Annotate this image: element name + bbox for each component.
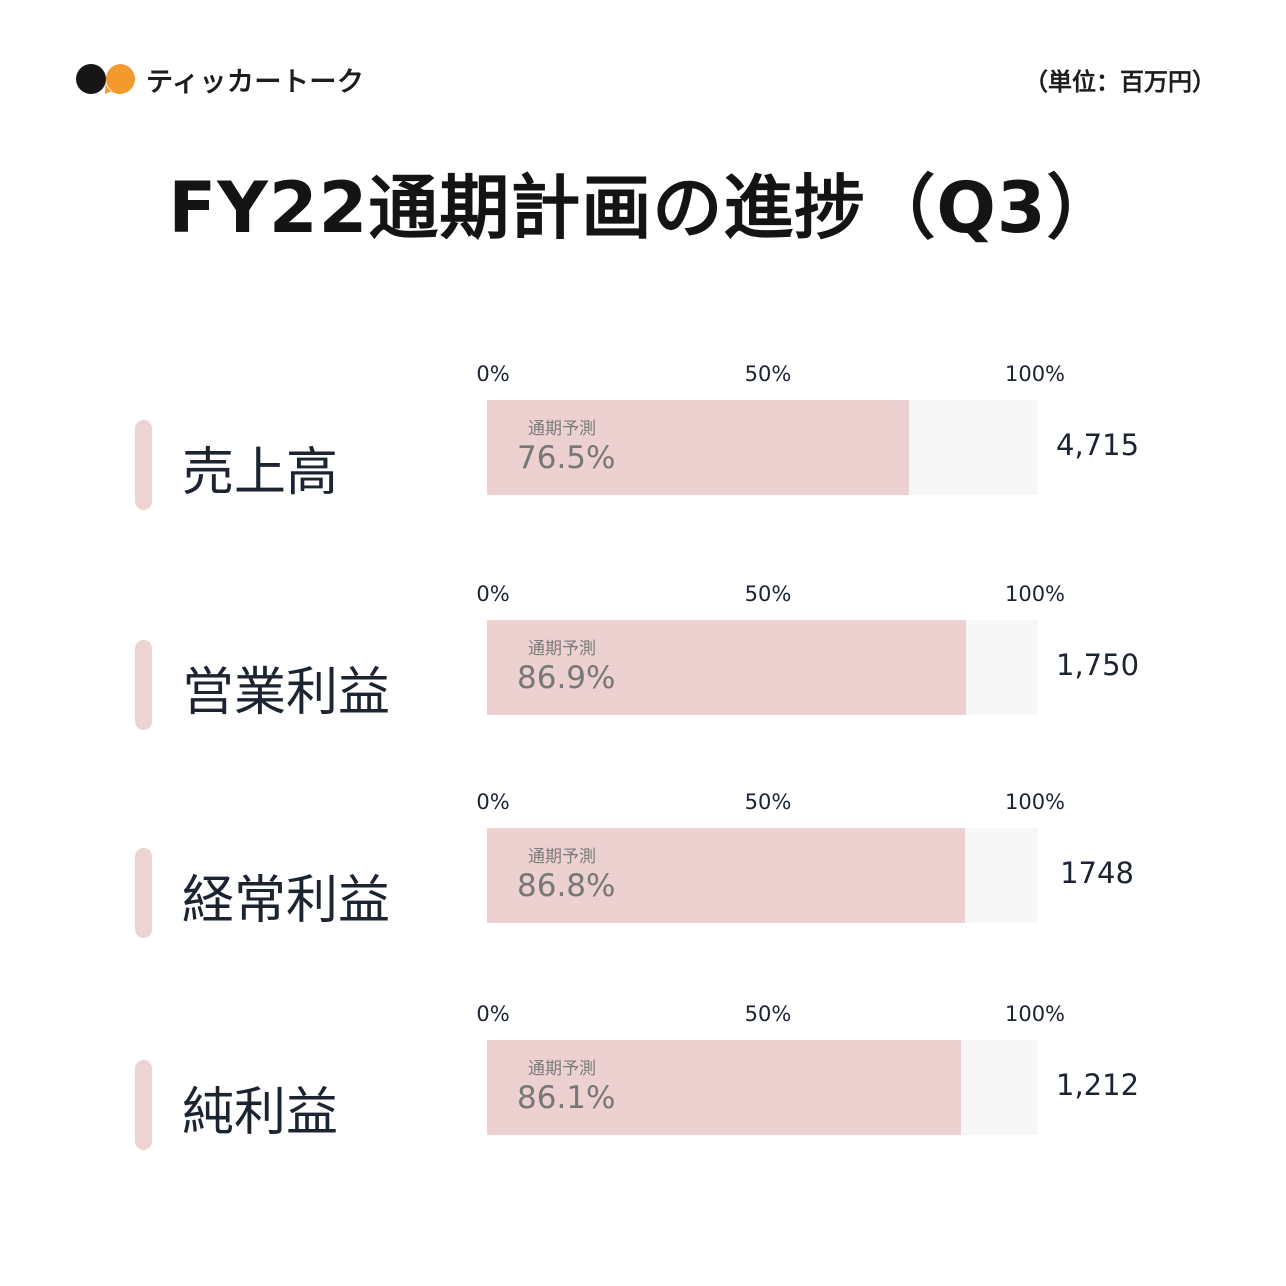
axis-tick-label: 100% — [1005, 362, 1065, 386]
axis-tick-label: 0% — [476, 362, 509, 386]
accent-bar — [135, 420, 152, 510]
progress-track: 通期予測 86.9% — [487, 620, 1038, 715]
unit-note: （単位：百万円） — [1024, 62, 1216, 97]
progress-value: 86.9% — [517, 660, 615, 696]
accent-bar — [135, 640, 152, 730]
axis-tick-label: 100% — [1005, 790, 1065, 814]
axis-tick-label: 0% — [476, 790, 509, 814]
axis-tick-label: 0% — [476, 582, 509, 606]
bar-caption: 通期予測 — [528, 1054, 596, 1079]
amount-value: 1748 — [1056, 856, 1138, 890]
ticker-talk-logo-icon — [76, 62, 138, 96]
progress-track: 通期予測 86.8% — [487, 828, 1038, 923]
metric-row: 売上高 0% 50% 100% 通期予測 76.5% 4,715 — [0, 352, 1286, 512]
accent-bar — [135, 1060, 152, 1150]
axis-tick-label: 100% — [1005, 1002, 1065, 1026]
axis-tick-label: 0% — [476, 1002, 509, 1026]
amount-value: 1,750 — [1056, 648, 1138, 682]
metric-label: 純利益 — [182, 1070, 338, 1145]
bar-caption: 通期予測 — [528, 634, 596, 659]
progress-fill: 通期予測 76.5% — [487, 400, 909, 495]
metric-row: 営業利益 0% 50% 100% 通期予測 86.9% 1,750 — [0, 572, 1286, 732]
page-title: FY22通期計画の進捗（Q3） — [0, 152, 1286, 253]
bar-caption: 通期予測 — [528, 842, 596, 867]
accent-bar — [135, 848, 152, 938]
axis-tick-label: 50% — [745, 362, 792, 386]
metric-label: 営業利益 — [182, 650, 390, 725]
bar-caption: 通期予測 — [528, 414, 596, 439]
amount-value: 4,715 — [1056, 428, 1138, 462]
progress-track: 通期予測 86.1% — [487, 1040, 1038, 1135]
metric-label: 売上高 — [182, 430, 338, 505]
amount-value: 1,212 — [1056, 1068, 1138, 1102]
progress-value: 86.1% — [517, 1080, 615, 1116]
progress-fill: 通期予測 86.1% — [487, 1040, 961, 1135]
metric-row: 経常利益 0% 50% 100% 通期予測 86.8% 1748 — [0, 780, 1286, 940]
axis-tick-label: 50% — [745, 582, 792, 606]
progress-track: 通期予測 76.5% — [487, 400, 1038, 495]
progress-value: 86.8% — [517, 868, 615, 904]
brand-name: ティッカートーク — [146, 60, 364, 99]
axis-tick-label: 50% — [745, 1002, 792, 1026]
axis-tick-label: 100% — [1005, 582, 1065, 606]
axis-tick-label: 50% — [745, 790, 792, 814]
metric-label: 経常利益 — [182, 858, 390, 933]
progress-fill: 通期予測 86.8% — [487, 828, 965, 923]
progress-value: 76.5% — [517, 440, 615, 476]
progress-fill: 通期予測 86.9% — [487, 620, 966, 715]
metric-row: 純利益 0% 50% 100% 通期予測 86.1% 1,212 — [0, 992, 1286, 1152]
